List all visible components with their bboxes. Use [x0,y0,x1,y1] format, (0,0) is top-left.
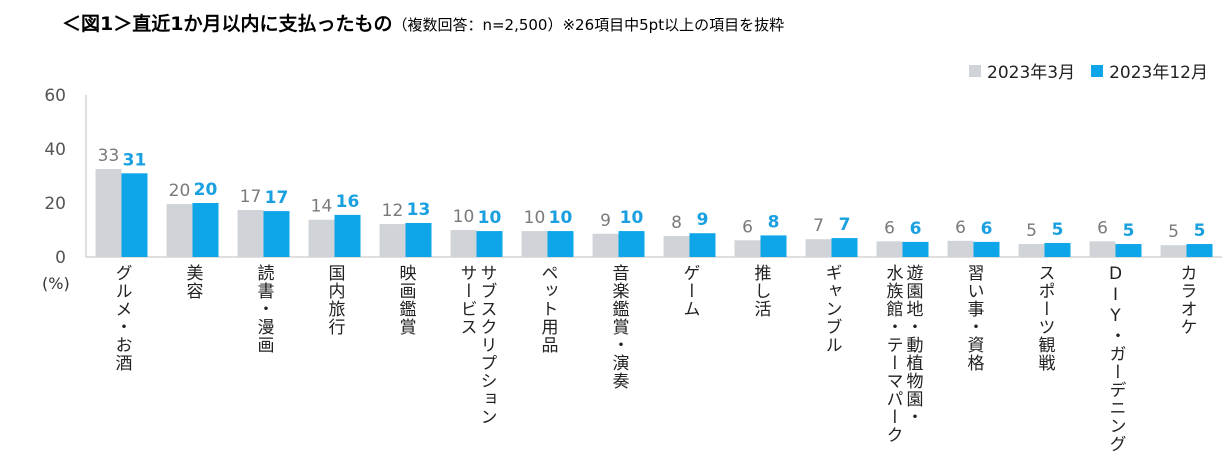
data-label-s2-14: 5 [1123,221,1135,241]
data-label-s2-9: 8 [768,212,780,232]
y-tick-label-2: 40 [44,140,66,160]
bar-s2-4 [405,222,432,257]
data-label-s1-11: 6 [884,218,895,238]
bar-s1-14 [1089,241,1116,257]
bar-s1-11 [876,241,903,257]
chart-title-main: ＜図1＞直近1か月以内に支払ったもの [62,13,393,35]
category-label-3-0: 国内旅行 [325,264,346,336]
legend-item-series2: 2023年12月 [1091,58,1208,83]
bar-s1-8 [663,235,690,257]
data-label-s1-13: 5 [1026,221,1037,241]
data-label-s2-5: 10 [478,208,502,228]
bar-s1-10 [805,239,832,257]
bar-s2-11 [902,241,929,257]
category-label-8-0: ゲーム [680,264,700,318]
bar-s2-10 [831,238,858,257]
data-label-s2-6: 10 [549,208,573,228]
data-label-s1-3: 14 [311,197,333,217]
category-label-1-0: 美容 [183,264,204,300]
y-axis-unit: (%) [42,274,70,293]
legend-swatch-series1 [969,64,981,77]
legend-label-series1: 2023年3月 [987,63,1076,83]
category-label-9-0: 推し活 [751,264,772,318]
bar-s2-1 [192,203,219,257]
bar-s2-5 [476,231,503,257]
data-label-s1-6: 10 [524,208,546,228]
bar-s1-15 [1160,245,1187,257]
bar-s2-9 [760,235,787,257]
category-label-2-0: 読書・漫画 [254,264,275,354]
data-label-s1-2: 17 [240,187,262,207]
category-label-13-0: スポーツ観戦 [1035,264,1056,372]
data-label-s2-12: 6 [981,219,993,239]
data-label-s2-8: 9 [697,210,709,230]
category-label-11-0: 遊園地・動植物園・ [903,264,924,426]
category-label-15-0: カラオケ [1177,264,1197,336]
bar-s1-7 [592,233,619,257]
category-label-0-0: グルメ・お酒 [112,264,133,372]
bar-s2-6 [547,231,574,257]
data-label-s2-2: 17 [265,188,289,208]
data-label-s1-7: 9 [600,211,611,231]
y-tick-label-3: 60 [44,86,66,106]
legend-label-series2: 2023年12月 [1109,63,1208,83]
bar-s2-3 [334,214,361,257]
data-label-s1-0: 33 [98,146,120,166]
data-label-s2-1: 20 [194,180,218,200]
bar-s2-2 [263,211,290,257]
data-label-s1-4: 12 [382,201,404,221]
y-tick-label-1: 20 [44,194,66,214]
data-label-s1-5: 10 [453,207,475,227]
data-label-s1-15: 5 [1168,222,1179,242]
data-label-s2-15: 5 [1194,221,1206,241]
category-label-7-0: 音楽鑑賞・演奏 [609,264,630,390]
bar-s1-2 [237,210,264,257]
category-label-10-0: ギャンブル [822,264,842,354]
data-label-s2-3: 16 [336,192,360,212]
bar-s1-4 [379,224,406,257]
data-label-s1-12: 6 [955,218,966,238]
data-label-s2-4: 13 [407,200,431,220]
data-label-s1-10: 7 [813,216,824,236]
category-label-6-0: ペット用品 [538,264,559,354]
chart-subtitle: （複数回答：n=2,500）※26項目中5pt以上の項目を抜粋 [392,16,785,34]
bar-s1-13 [1018,244,1045,257]
category-label-14-0: DIY・ガーデニング [1106,264,1126,453]
bar-s2-12 [973,241,1000,257]
category-label-5-1: サービス [457,264,477,336]
bar-s1-1 [166,204,193,257]
legend-item-series1: 2023年3月 [969,58,1075,83]
legend: 2023年3月 2023年12月 [953,58,1208,83]
bar-s2-14 [1115,244,1142,257]
data-label-s1-14: 6 [1097,218,1108,238]
category-label-5-0: サブスクリプション [477,264,497,426]
data-label-s2-11: 6 [910,219,922,239]
bar-s1-6 [521,231,548,257]
chart-title: ＜図1＞直近1か月以内に支払ったもの（複数回答：n=2,500）※26項目中5p… [62,9,784,36]
data-label-s1-1: 20 [169,181,191,201]
bar-s2-15 [1186,244,1213,257]
bar-s2-8 [689,233,716,257]
legend-swatch-series2 [1091,64,1104,77]
category-label-12-0: 習い事・資格 [964,264,985,372]
category-label-4-0: 映画鑑賞 [396,264,417,336]
data-label-s1-8: 8 [671,213,682,233]
data-label-s2-0: 31 [123,150,147,170]
data-label-s2-13: 5 [1052,220,1064,240]
category-label-11-1: 水族館・テーマパーク [883,264,904,444]
bar-s1-12 [947,240,974,257]
bar-s2-7 [618,231,645,257]
bar-s1-0 [95,168,122,257]
data-label-s1-9: 6 [742,217,753,237]
data-label-s2-10: 7 [839,215,851,235]
bar-s1-3 [308,219,335,257]
y-tick-label-0: 0 [55,248,66,268]
bar-s2-13 [1044,242,1071,257]
data-label-s2-7: 10 [620,208,644,228]
bar-s1-5 [450,230,477,257]
bar-s2-0 [121,173,148,257]
bar-s1-9 [734,240,761,257]
